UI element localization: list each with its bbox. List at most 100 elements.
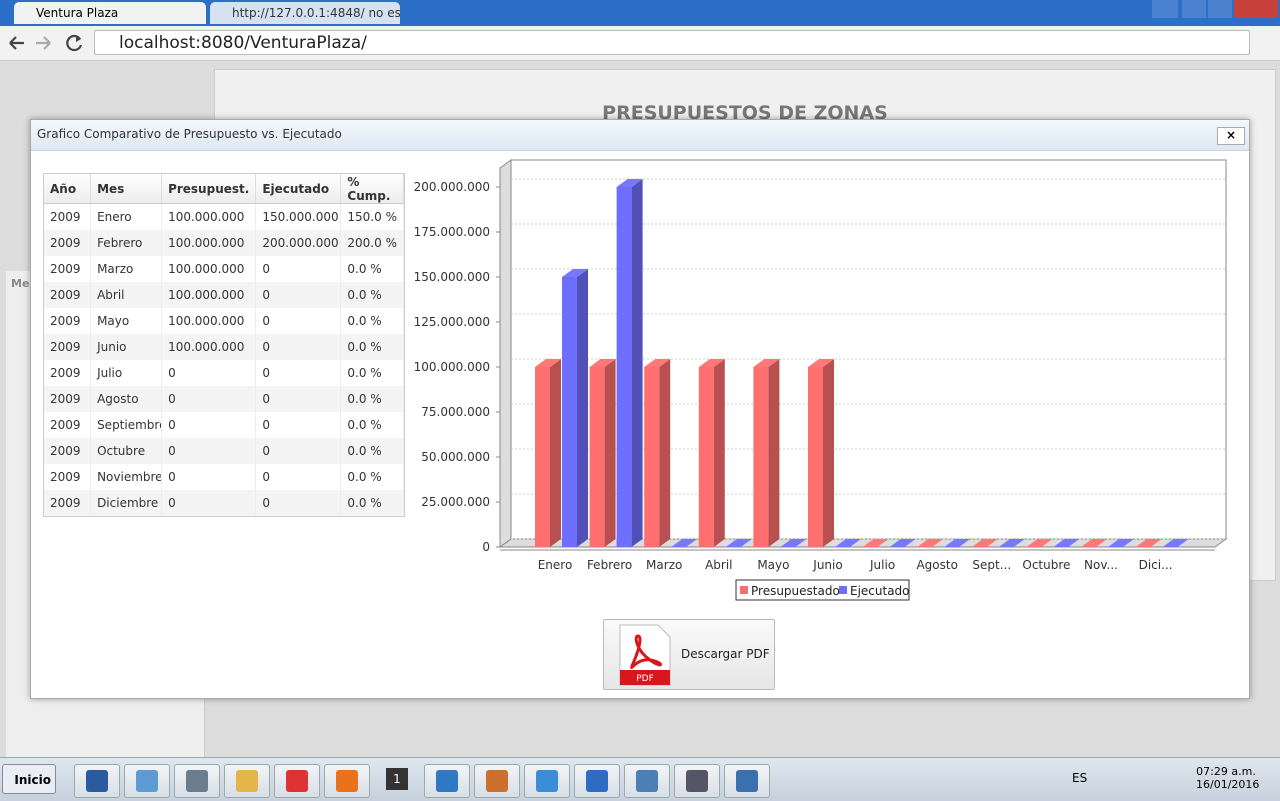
x-tick-label: Octubre	[1022, 558, 1070, 572]
table-cell: 0.0 %	[340, 282, 404, 308]
x-tick-label: Nov...	[1084, 558, 1118, 572]
table-cell: Enero	[90, 203, 163, 230]
pdf-button[interactable]: PDF Descargar PDF	[603, 619, 775, 690]
table-cell: Marzo	[90, 256, 163, 282]
minimize-button[interactable]	[1182, 0, 1206, 18]
x-tick-label: Febrero	[587, 558, 632, 572]
app-icon	[486, 770, 508, 792]
app-icon	[236, 770, 258, 792]
data-table: Año Mes Presupuest. Ejecutado% Cump. 2009 Ene…	[44, 174, 404, 516]
bar	[562, 277, 577, 547]
taskbar-app[interactable]	[274, 764, 320, 798]
bar-top	[753, 359, 780, 367]
y-tick-label: 175.000.000	[414, 225, 490, 239]
app-icon	[186, 770, 208, 792]
taskbar-app[interactable]	[724, 764, 770, 798]
tab[interactable]: http://127.0.0.1:4848/ no es	[210, 2, 400, 24]
table-cell: 0.0 %	[340, 412, 404, 438]
table-cell: 100.000.000	[161, 334, 257, 360]
table-cell: 0	[161, 412, 257, 438]
legend-label: Presupuestado	[751, 584, 840, 598]
table-row: 2009 Febrero 100.000.000 200.000.000 200.0 %	[44, 230, 404, 256]
table-cell: 0.0 %	[340, 464, 404, 490]
table-cell: 2009	[44, 334, 92, 360]
address-bar[interactable]: localhost:8080/VenturaPlaza/	[94, 30, 1250, 55]
column-header: Mes	[90, 174, 163, 204]
bar-top	[725, 539, 752, 547]
table-row: 2009 Abril 100.000.000 0 0.0 %	[44, 282, 404, 308]
close-button[interactable]	[1234, 0, 1278, 18]
taskbar-app[interactable]	[324, 764, 370, 798]
bar-top	[589, 359, 616, 367]
x-tick-label: Sept...	[972, 558, 1011, 572]
table-row: 2009 Enero 100.000.000 150.000.000 150.0 %	[44, 203, 404, 230]
taskbar-app[interactable]	[624, 764, 670, 798]
tab-title: http://127.0.0.1:4848/ no es	[232, 6, 400, 20]
table-cell: 100.000.000	[161, 203, 257, 230]
bar-top	[808, 359, 834, 367]
bar-side	[550, 359, 561, 547]
start-button[interactable]: Inicio	[2, 764, 56, 794]
legend-label: Ejecutado	[850, 584, 910, 598]
user-button[interactable]	[1152, 0, 1178, 18]
bar-top	[535, 359, 561, 367]
bar-top	[1162, 539, 1189, 547]
taskbar-app[interactable]	[524, 764, 570, 798]
date: 16/01/2016	[1196, 778, 1260, 791]
taskbar-app[interactable]	[174, 764, 220, 798]
table-cell: Septiembre	[90, 412, 163, 438]
taskbar-app[interactable]	[574, 764, 620, 798]
legend-swatch	[740, 586, 748, 594]
language[interactable]: ES	[1072, 771, 1088, 785]
bar	[753, 367, 769, 547]
taskbar-app[interactable]	[674, 764, 720, 798]
table-cell: Octubre	[90, 438, 163, 464]
chart: 0 25.000.000 50.000.000 75.000.000 100.000.0…	[414, 159, 1228, 601]
table-cell: 0.0 %	[340, 334, 404, 360]
y-tick-label: 100.000.000	[414, 360, 490, 374]
table-row: 2009 Noviembre 0 0 0.0 %	[44, 464, 404, 490]
taskbar-app[interactable]	[474, 764, 520, 798]
pdf-icon-label: PDF	[636, 674, 654, 684]
bar-top	[944, 539, 971, 547]
y-tick-label: 125.000.000	[414, 315, 490, 329]
bar-top	[998, 539, 1025, 547]
table-cell: 100.000.000	[161, 282, 257, 308]
table-row: 2009 Marzo 100.000.000 0 0.0 %	[44, 256, 404, 282]
table-row: 2009 Diciembre 0 0 0.0 %	[44, 490, 404, 516]
table-cell: 0	[255, 256, 342, 282]
close-dialog[interactable]: ×	[1217, 127, 1245, 145]
table-cell: 0	[161, 438, 257, 464]
table-row: 2009 Mayo 100.000.000 0 0.0 %	[44, 308, 404, 334]
taskbar-app[interactable]	[124, 764, 170, 798]
app-badge[interactable]: 1	[386, 768, 408, 790]
table-cell: Julio	[90, 360, 163, 386]
pdf-button-label: Descargar PDF	[681, 647, 770, 661]
tab[interactable]: Ventura Plaza	[14, 2, 206, 24]
taskbar-app[interactable]	[224, 764, 270, 798]
header-row: Año Mes Presupuest. Ejecutado% Cump.	[44, 174, 404, 204]
table-cell: Noviembre	[90, 464, 163, 490]
table-cell: Agosto	[90, 386, 163, 412]
dialog-title: Grafico Comparativo de Presupuesto vs. E…	[37, 127, 342, 141]
bar-top	[971, 539, 998, 547]
bar-top	[917, 539, 944, 547]
table-cell: 0	[255, 490, 342, 516]
table-cell: 0.0 %	[340, 386, 404, 412]
table-cell: 100.000.000	[161, 308, 257, 334]
table-cell: 2009	[44, 282, 92, 308]
x-tick-label: Julio	[869, 558, 895, 572]
bar-side	[631, 179, 643, 547]
table-cell: Mayo	[90, 308, 163, 334]
x-tick-label: Marzo	[646, 558, 682, 572]
taskbar-app[interactable]	[424, 764, 470, 798]
table-cell: 200.000.000	[255, 230, 342, 256]
table-cell: Febrero	[90, 230, 163, 256]
nav-buttons[interactable]	[6, 32, 86, 54]
bar	[535, 367, 550, 547]
taskbar-app[interactable]	[74, 764, 120, 798]
restore-button[interactable]	[1208, 0, 1232, 18]
clock[interactable]: 07:29 a.m. 16/01/2016	[1196, 765, 1260, 791]
column-header: Ejecutado	[255, 174, 342, 204]
table-row: 2009 Septiembre 0 0 0.0 %	[44, 412, 404, 438]
